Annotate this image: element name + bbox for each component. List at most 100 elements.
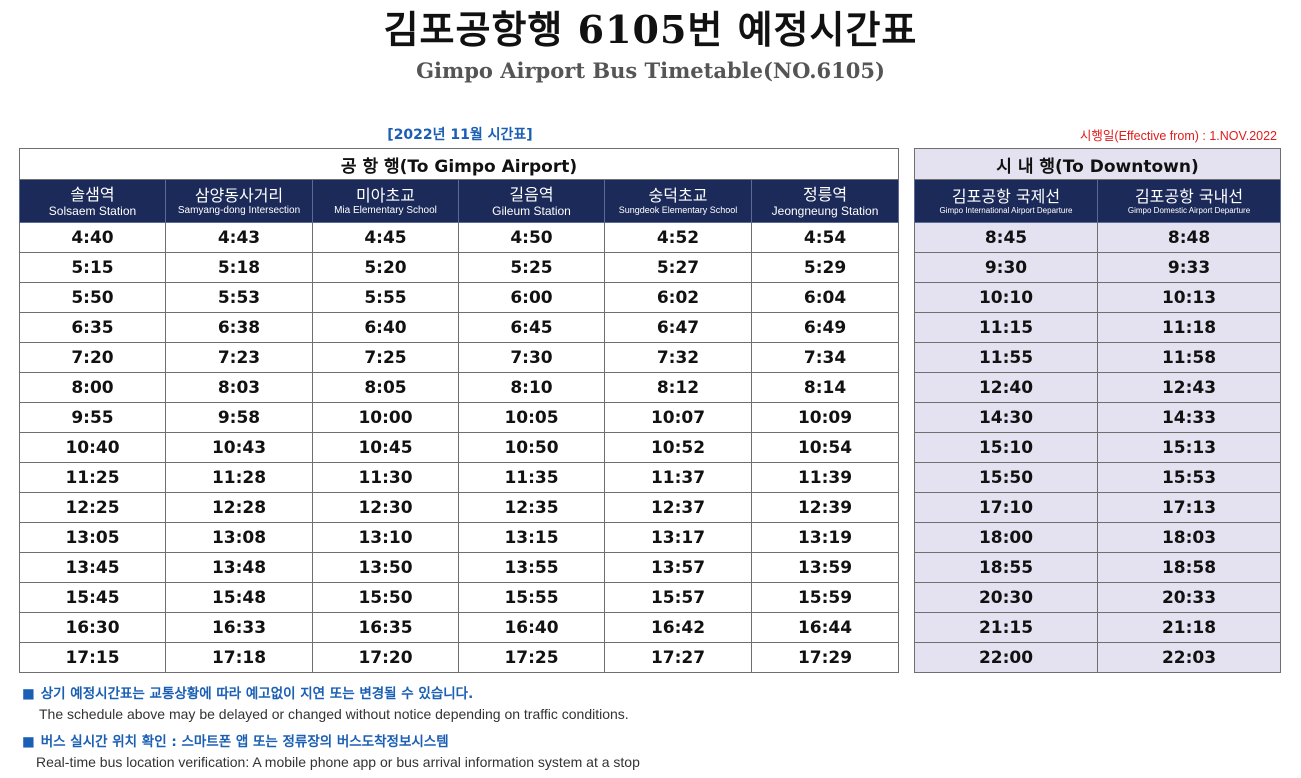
time-cell: 7:32 <box>604 342 752 373</box>
time-cell: 8:48 <box>1096 222 1282 253</box>
time-cell: 22:03 <box>1096 642 1282 673</box>
station-name-ko: 숭덕초교 <box>648 186 708 205</box>
time-cell: 11:30 <box>312 462 459 493</box>
time-cell: 12:43 <box>1096 372 1282 403</box>
station-header: 미아초교 Mia Elementary School <box>312 179 459 223</box>
time-cell: 8:45 <box>914 222 1098 253</box>
time-cell: 10:43 <box>165 432 313 463</box>
table-row: 18:55 18:58 <box>914 552 1282 583</box>
time-cell: 11:37 <box>604 462 752 493</box>
table-row: 6:35 6:38 6:40 6:45 6:47 6:49 <box>19 312 900 343</box>
time-cell: 6:49 <box>750 312 900 343</box>
airport-timetable-body: 4:40 4:43 4:45 4:50 4:52 4:54 5:15 5:18 5:20 5:25… <box>19 222 900 673</box>
table-row: 15:50 15:53 <box>914 462 1282 493</box>
time-cell: 8:05 <box>312 372 459 403</box>
table-row: 11:15 11:18 <box>914 312 1282 343</box>
notice-realtime: ■ 버스 실시간 위치 확인 : 스마트폰 앱 또는 정류장의 버스도착정보시스템… <box>22 732 640 772</box>
time-cell: 13:15 <box>458 522 605 553</box>
station-name-ko: 정릉역 <box>802 184 848 204</box>
time-cell: 6:40 <box>312 312 459 343</box>
time-cell: 5:50 <box>19 282 166 313</box>
time-cell: 16:30 <box>19 612 166 643</box>
time-cell: 6:35 <box>19 312 166 343</box>
notice-delay-en: The schedule above may be delayed or cha… <box>39 706 629 722</box>
station-name-ko: 김포공항 국내선 <box>1134 186 1244 206</box>
time-cell: 15:50 <box>914 462 1098 493</box>
time-cell: 7:30 <box>458 342 605 373</box>
time-cell: 10:13 <box>1096 282 1282 313</box>
time-cell: 15:45 <box>19 582 166 613</box>
time-cell: 9:33 <box>1096 252 1282 283</box>
table-row: 8:45 8:48 <box>914 222 1282 253</box>
time-cell: 7:20 <box>19 342 166 373</box>
station-name-en: Mia Elementary School <box>334 204 437 216</box>
time-cell: 16:44 <box>750 612 900 643</box>
time-cell: 17:25 <box>458 642 605 673</box>
station-name-en: Gileum Station <box>492 203 571 218</box>
time-cell: 10:40 <box>19 432 166 463</box>
table-row: 10:10 10:13 <box>914 282 1282 313</box>
station-name-ko: 삼양동사거리 <box>194 185 284 205</box>
station-header: 정릉역 Jeongneung Station <box>750 179 900 223</box>
time-cell: 10:05 <box>458 402 605 433</box>
table-row: 21:15 21:18 <box>914 612 1282 643</box>
time-cell: 8:03 <box>165 372 313 403</box>
table-row: 9:55 9:58 10:00 10:05 10:07 10:09 <box>19 402 900 433</box>
time-cell: 4:54 <box>750 222 900 253</box>
notice-realtime-en: Real-time bus location verification: A m… <box>36 754 640 770</box>
month-label: [2022년 11월 시간표] <box>387 127 533 143</box>
time-cell: 20:30 <box>914 582 1098 613</box>
time-cell: 8:10 <box>458 372 605 403</box>
table-row: 8:00 8:03 8:05 8:10 8:12 8:14 <box>19 372 900 403</box>
time-cell: 13:17 <box>604 522 752 553</box>
notice-realtime-ko: ■ 버스 실시간 위치 확인 : 스마트폰 앱 또는 정류장의 버스도착정보시스템 <box>22 732 640 752</box>
time-cell: 10:52 <box>604 432 752 463</box>
time-cell: 15:57 <box>604 582 752 613</box>
time-cell: 9:30 <box>914 252 1098 283</box>
time-cell: 16:33 <box>165 612 313 643</box>
time-cell: 11:55 <box>914 342 1098 373</box>
effective-date: 시행일(Effective from) : 1.NOV.2022 <box>1079 129 1277 143</box>
time-cell: 14:33 <box>1096 402 1282 433</box>
time-cell: 10:50 <box>458 432 605 463</box>
time-cell: 15:13 <box>1096 432 1282 463</box>
table-row: 14:30 14:33 <box>914 402 1282 433</box>
table-row: 15:10 15:13 <box>914 432 1282 463</box>
station-header: 길음역 Gileum Station <box>458 179 605 223</box>
time-cell: 12:35 <box>458 492 605 523</box>
time-cell: 15:48 <box>165 582 313 613</box>
station-header: 숭덕초교 Sungdeok Elementary School <box>604 179 752 223</box>
table-row: 4:40 4:43 4:45 4:50 4:52 4:54 <box>19 222 900 253</box>
time-cell: 13:08 <box>165 522 313 553</box>
bullet-icon: ■ <box>22 734 35 750</box>
notice-delay-ko: ■ 상기 예정시간표는 교통상황에 따라 예고없이 지연 또는 변경될 수 있습니… <box>22 684 629 704</box>
time-cell: 10:00 <box>312 402 459 433</box>
table-row: 12:25 12:28 12:30 12:35 12:37 12:39 <box>19 492 900 523</box>
time-cell: 16:35 <box>312 612 459 643</box>
time-cell: 10:10 <box>914 282 1098 313</box>
time-cell: 17:10 <box>914 492 1098 523</box>
station-header: 김포공항 국제선 Gimpo International Airport Dep… <box>914 179 1098 223</box>
station-name-ko: 길음역 <box>509 184 554 204</box>
airport-section-title: 공 항 행(To Gimpo Airport) <box>18 148 900 180</box>
time-cell: 9:55 <box>19 402 166 433</box>
time-cell: 11:25 <box>19 462 166 493</box>
time-cell: 15:55 <box>458 582 605 613</box>
time-cell: 8:12 <box>604 372 752 403</box>
table-row: 11:25 11:28 11:30 11:35 11:37 11:39 <box>19 462 900 493</box>
time-cell: 11:15 <box>914 312 1098 343</box>
station-header: 솔샘역 Solsaem Station <box>19 179 166 223</box>
time-cell: 12:30 <box>312 492 459 523</box>
time-cell: 5:55 <box>312 282 459 313</box>
time-cell: 10:54 <box>750 432 900 463</box>
table-row: 10:40 10:43 10:45 10:50 10:52 10:54 <box>19 432 900 463</box>
time-cell: 21:18 <box>1096 612 1282 643</box>
time-cell: 4:50 <box>458 222 605 253</box>
time-cell: 12:37 <box>604 492 752 523</box>
table-row: 11:55 11:58 <box>914 342 1282 373</box>
table-row: 18:00 18:03 <box>914 522 1282 553</box>
time-cell: 17:20 <box>312 642 459 673</box>
time-cell: 5:25 <box>458 252 605 283</box>
time-cell: 4:45 <box>312 222 459 253</box>
time-cell: 5:27 <box>604 252 752 283</box>
